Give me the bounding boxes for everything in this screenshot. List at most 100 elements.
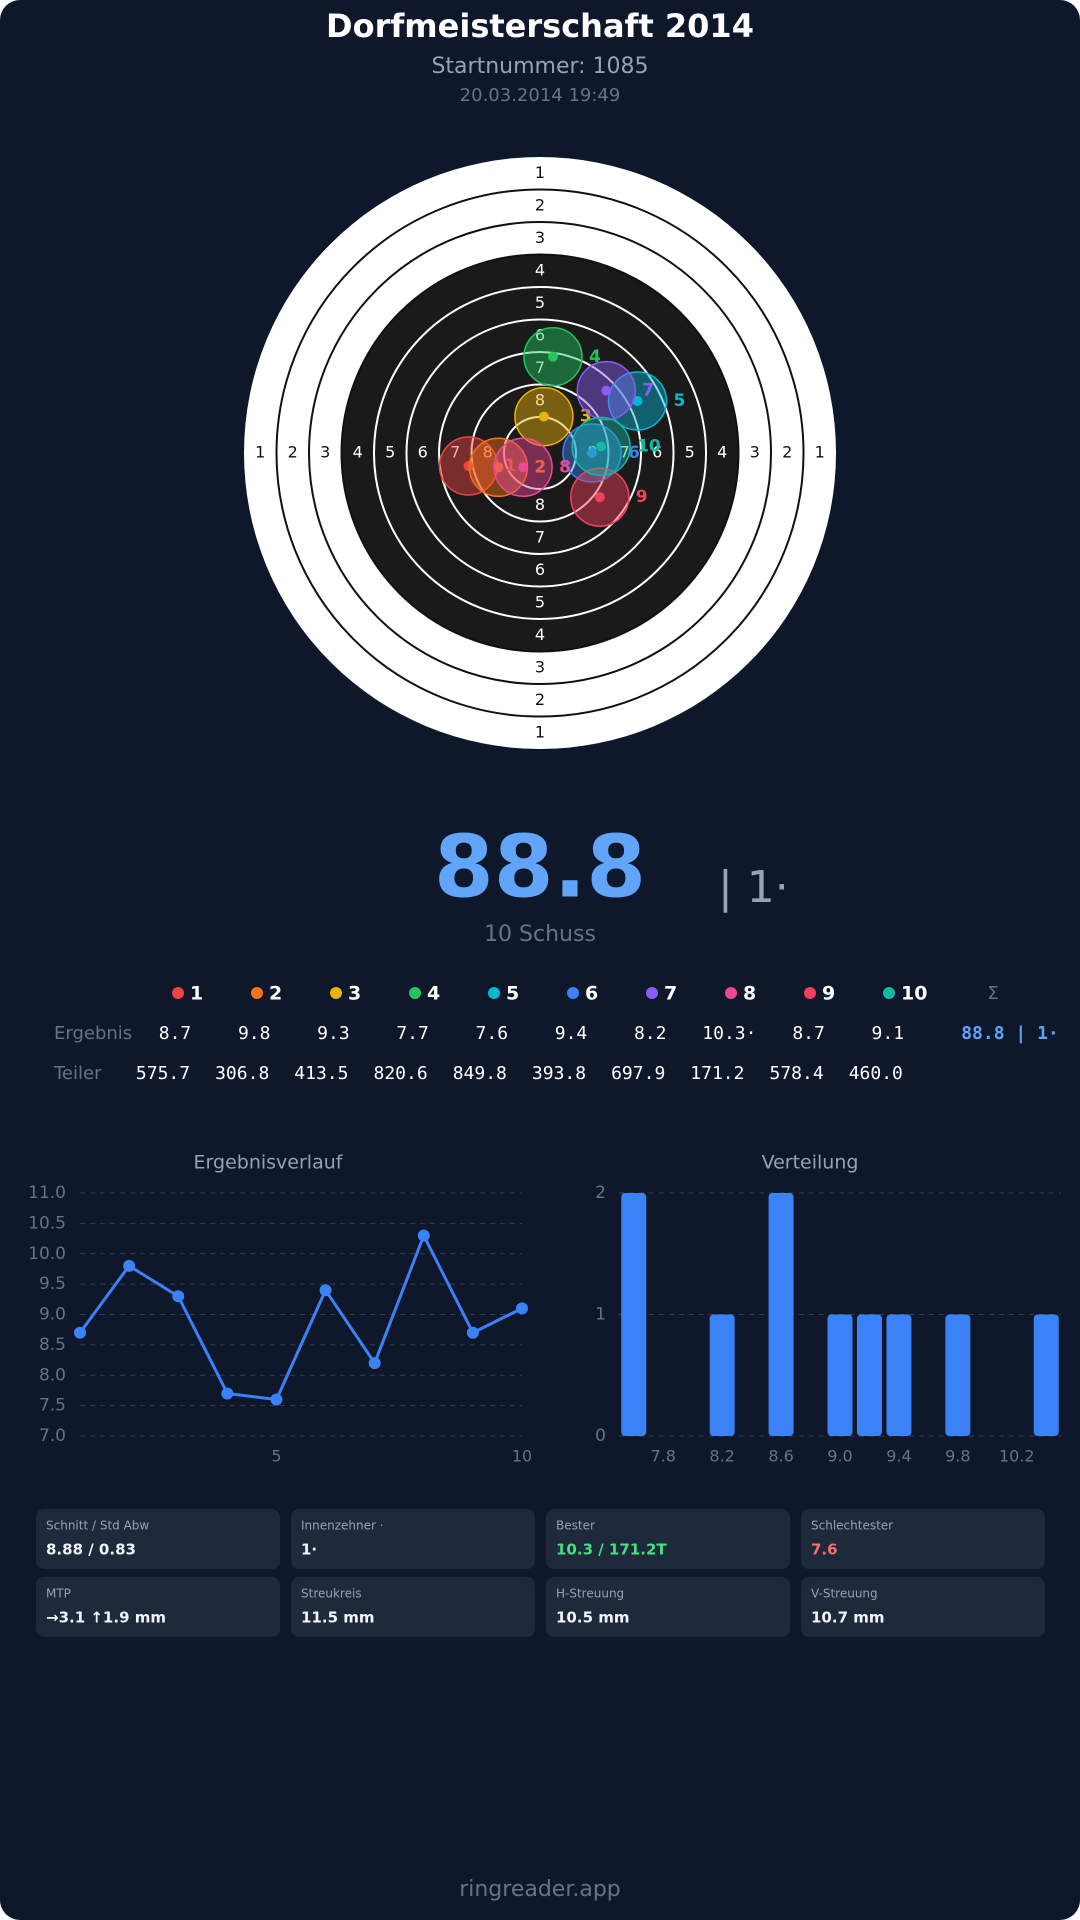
shot-label: 10	[637, 437, 661, 457]
sum-value: 88.8 | 1·	[961, 1023, 1059, 1044]
shot-number: 5	[506, 983, 519, 1005]
shot-number: 7	[664, 983, 677, 1005]
stat-label: MTP	[46, 1587, 71, 1601]
teiler-value: 306.8	[215, 1063, 269, 1084]
chart-title: Ergebnisverlauf	[194, 1152, 344, 1174]
ring-label: 4	[717, 443, 727, 462]
legend-dot	[646, 987, 658, 999]
x-tick-label: 5	[271, 1447, 281, 1466]
total-score: 88.8	[434, 817, 646, 917]
legend-dot	[883, 987, 895, 999]
y-tick-label: 10.5	[28, 1213, 66, 1233]
ring-label: 6	[535, 325, 545, 344]
bar	[621, 1193, 647, 1436]
shot-number: 4	[427, 983, 440, 1005]
stat-value: 8.88 / 0.83	[46, 1541, 136, 1559]
result-value: 8.2	[634, 1023, 667, 1044]
line-point	[516, 1302, 528, 1315]
teiler-value: 575.7	[136, 1063, 190, 1084]
legend-dot	[409, 987, 421, 999]
shot-number: 8	[743, 983, 756, 1005]
legend-dot	[488, 987, 500, 999]
x-tick-label: 9.0	[827, 1447, 852, 1466]
ring-label: 2	[782, 443, 792, 462]
result-value: 8.7	[792, 1023, 825, 1044]
date: 20.03.2014 19:49	[460, 85, 621, 106]
stat-cards: Schnitt / Std Abw 8.88 / 0.83 Innenzehner …	[36, 1509, 1045, 1637]
line-series	[78, 1231, 523, 1402]
ring-label: 6	[418, 443, 428, 462]
ring-label: 7	[535, 527, 545, 546]
stat-value: 10.3 / 171.2T	[556, 1541, 667, 1559]
ring-label: 8	[483, 443, 493, 462]
shot-label: 5	[674, 391, 686, 411]
ring-label: 7	[450, 443, 460, 462]
bar	[856, 1314, 882, 1436]
stat-card	[546, 1509, 790, 1569]
stat-value: 7.6	[811, 1541, 838, 1559]
stat-card	[291, 1509, 535, 1569]
target: 1111222233334444555566667777888812345678…	[244, 157, 836, 749]
bar	[1033, 1314, 1059, 1436]
teiler-value: 849.8	[453, 1063, 507, 1084]
legend-dot	[251, 987, 263, 999]
stat-card	[801, 1577, 1045, 1637]
x-tick-label: 9.8	[945, 1447, 970, 1466]
ring-label: 6	[652, 443, 662, 462]
legend-dot	[172, 987, 184, 999]
stat-card	[291, 1577, 535, 1637]
shot-label: 7	[642, 381, 654, 401]
bar	[827, 1314, 853, 1436]
stat-label: Bester	[556, 1519, 595, 1533]
charts: Ergebnisverlauf 7.0 7.5 8.0 8.5 9.0 9.5 10.0 10.…	[28, 1152, 1061, 1466]
legend-dot	[804, 987, 816, 999]
ring-label: 3	[535, 657, 545, 676]
teiler-value: 697.9	[611, 1063, 665, 1084]
shot-label: 4	[589, 347, 601, 367]
bar	[768, 1193, 794, 1436]
ring-label: 8	[535, 495, 545, 514]
ring-label: 8	[535, 390, 545, 409]
stat-label: V-Streuung	[811, 1587, 878, 1601]
shot-number: 1	[190, 983, 203, 1005]
shot-center	[463, 461, 474, 471]
line-point	[319, 1284, 332, 1297]
result-value: 9.4	[555, 1023, 588, 1044]
teiler-value: 460.0	[849, 1063, 903, 1084]
line-point	[221, 1387, 234, 1400]
shot-number: 10	[901, 983, 927, 1005]
y-tick-label: 2	[595, 1183, 606, 1203]
shot-number: 9	[822, 983, 835, 1005]
result-value: 9.1	[872, 1023, 905, 1044]
teiler-value: 413.5	[294, 1063, 348, 1084]
row-label: Ergebnis	[54, 1023, 132, 1044]
shot-center	[548, 351, 558, 362]
x-tick-label: 8.2	[709, 1447, 734, 1466]
ring-label: 2	[535, 690, 545, 709]
result-value: 7.7	[396, 1023, 429, 1044]
legend-dot	[567, 987, 579, 999]
teiler-value: 820.6	[374, 1063, 428, 1084]
ring-label: 1	[815, 443, 825, 462]
stat-value: 10.5 mm	[556, 1609, 630, 1627]
x-tick-label: 10.2	[999, 1447, 1035, 1466]
y-tick-label: 9.5	[39, 1274, 66, 1294]
legend-dot	[330, 987, 342, 999]
ring-label: 5	[385, 443, 395, 462]
y-tick-label: 8.0	[39, 1365, 66, 1385]
shot-center	[518, 462, 529, 473]
shot-center	[601, 385, 612, 396]
title: Dorfmeisterschaft 2014	[326, 7, 754, 45]
shot-center	[632, 396, 643, 406]
stat-value: 11.5 mm	[301, 1609, 375, 1627]
ring-label: 1	[535, 163, 545, 182]
x-tick-label: 9.4	[886, 1447, 911, 1466]
stat-card	[801, 1509, 1045, 1569]
footer: ringreader.app	[459, 1877, 621, 1902]
shot-label: 2	[534, 457, 546, 477]
ring-label: 5	[535, 592, 545, 611]
shot-number: 6	[585, 983, 598, 1005]
bar	[945, 1314, 971, 1436]
stat-label: H-Streuung	[556, 1587, 624, 1601]
